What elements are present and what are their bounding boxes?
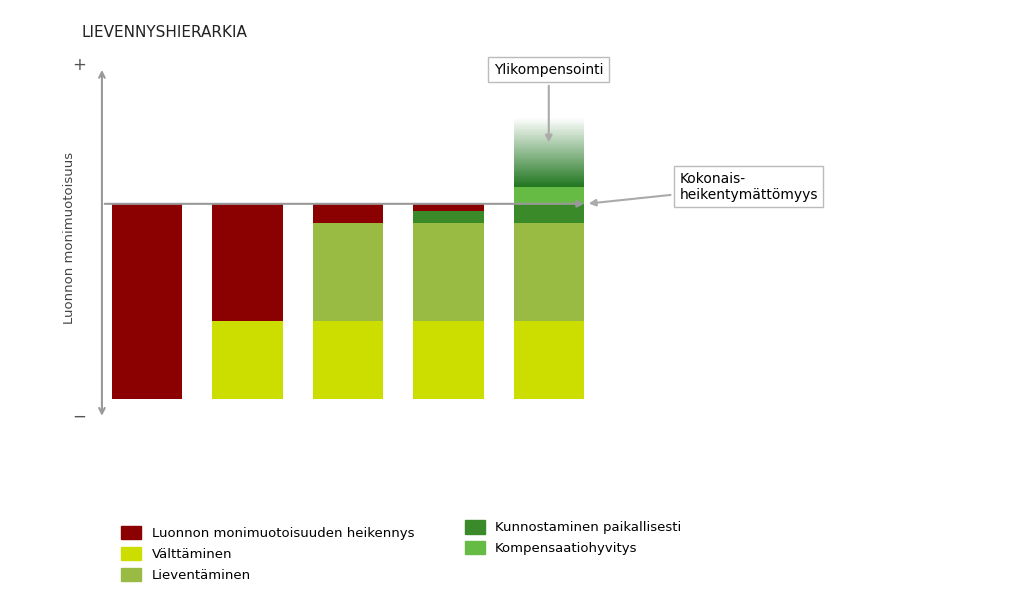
Bar (413, 321, 484, 399)
Bar (514, 162, 584, 163)
Bar (514, 156, 584, 157)
Bar (112, 204, 182, 399)
Bar (514, 174, 584, 175)
Bar (514, 168, 584, 169)
Bar (514, 119, 584, 120)
Bar (514, 154, 584, 155)
Bar (514, 142, 584, 143)
Bar (514, 122, 584, 123)
Bar (514, 178, 584, 179)
Bar (514, 143, 584, 144)
Bar (514, 183, 584, 184)
Text: LIEVENNYSHIERARKIA: LIEVENNYSHIERARKIA (82, 25, 248, 40)
Bar (514, 145, 584, 146)
Bar (514, 136, 584, 137)
Text: Ylikompensointi: Ylikompensointi (494, 63, 604, 140)
Bar (514, 177, 584, 178)
Bar (514, 161, 584, 162)
Bar (514, 204, 584, 223)
Bar (514, 129, 584, 130)
Bar (514, 120, 584, 121)
Bar (514, 130, 584, 131)
Bar (514, 164, 584, 165)
Bar (514, 127, 584, 128)
Bar (514, 138, 584, 139)
Bar (514, 184, 584, 185)
Bar (313, 204, 383, 223)
Bar (514, 155, 584, 156)
Bar (514, 133, 584, 134)
Bar (514, 137, 584, 138)
Bar (514, 151, 584, 152)
Bar (413, 223, 484, 321)
Bar (514, 175, 584, 176)
Bar (413, 211, 484, 223)
Bar (514, 121, 584, 122)
Bar (514, 169, 584, 170)
Bar (514, 172, 584, 173)
Bar (213, 204, 282, 321)
Bar (514, 163, 584, 164)
Bar (213, 321, 282, 399)
Bar (514, 149, 584, 150)
Bar (514, 146, 584, 148)
Legend: Kunnostaminen paikallisesti, Kompensaatiohyvitys: Kunnostaminen paikallisesti, Kompensaati… (464, 520, 681, 555)
Bar (514, 123, 584, 124)
Bar (514, 140, 584, 142)
Bar (514, 160, 584, 161)
Bar (514, 132, 584, 133)
Bar (514, 131, 584, 132)
Text: Kokonais-
heikentymättömyys: Kokonais- heikentymättömyys (591, 171, 817, 205)
Y-axis label: Luonnon monimuotoisuus: Luonnon monimuotoisuus (63, 152, 77, 324)
Bar (413, 204, 484, 211)
Bar (514, 125, 584, 126)
Bar (313, 321, 383, 399)
Bar (514, 118, 584, 119)
Bar (514, 148, 584, 149)
Bar (514, 159, 584, 160)
Bar (514, 187, 584, 204)
Bar (514, 181, 584, 183)
Bar (514, 134, 584, 136)
Bar (514, 223, 584, 321)
Bar (313, 223, 383, 321)
Bar (514, 167, 584, 168)
Bar (514, 170, 584, 171)
Text: −: − (72, 407, 86, 425)
Bar (514, 158, 584, 159)
Bar (514, 186, 584, 187)
Bar (514, 166, 584, 167)
Bar (514, 124, 584, 125)
Text: +: + (72, 56, 86, 74)
Bar (514, 180, 584, 181)
Bar (514, 139, 584, 140)
Bar (514, 171, 584, 172)
Bar (514, 157, 584, 158)
Bar (514, 173, 584, 174)
Bar (514, 144, 584, 145)
Bar (514, 185, 584, 186)
Bar (514, 126, 584, 127)
Bar (514, 179, 584, 180)
Bar (514, 165, 584, 166)
Bar (514, 150, 584, 151)
Bar (514, 128, 584, 129)
Bar (514, 176, 584, 177)
Bar (514, 152, 584, 154)
Bar (514, 321, 584, 399)
